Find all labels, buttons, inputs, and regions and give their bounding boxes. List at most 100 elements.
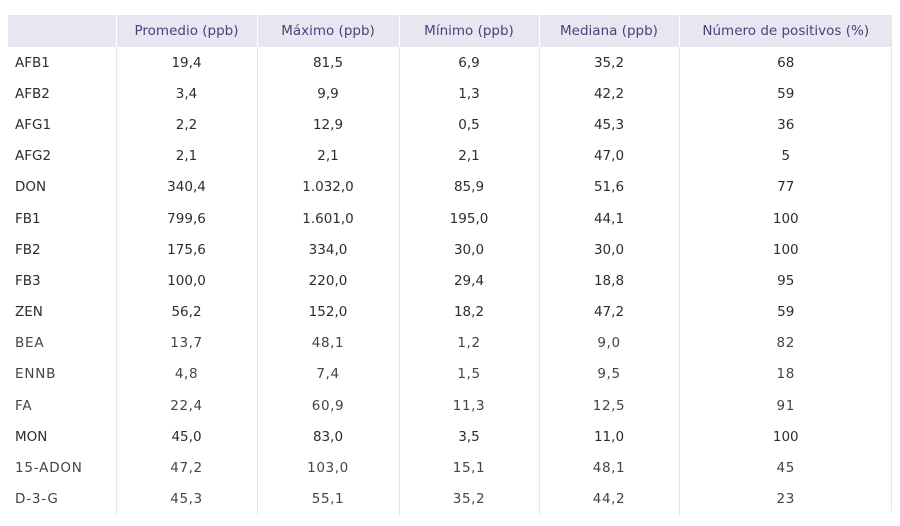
cell-positivos: 23 — [678, 483, 892, 515]
row-label: FB2 — [15, 241, 41, 258]
cell-positivos: 59 — [678, 78, 892, 110]
cell-maximo: 48,1 — [256, 327, 399, 359]
header-cell-blank — [8, 15, 116, 47]
row-label: DON — [15, 179, 47, 196]
cell-mediana: 47,0 — [538, 140, 679, 172]
cell-mediana: 18,8 — [538, 265, 679, 297]
cell-mediana: 44,1 — [538, 202, 679, 235]
table-row: MON 45,0 83,0 3,5 11,0 100 — [8, 421, 892, 453]
cell-maximo: 60,9 — [256, 390, 399, 422]
cell-positivos: 36 — [678, 109, 892, 141]
table-row: 15-ADON 47,2 103,0 15,1 48,1 45 — [8, 452, 892, 484]
cell-maximo: 103,0 — [256, 452, 399, 484]
mycotoxin-table-container: Promedio (ppb) Máximo (ppb) Mínimo (ppb)… — [8, 15, 892, 515]
table-row: AFB2 3,4 9,9 1,3 42,2 59 — [8, 78, 892, 110]
cell-mediana: 44,2 — [538, 483, 679, 515]
cell-maximo: 2,1 — [256, 140, 399, 172]
cell-promedio: 45,0 — [115, 421, 257, 453]
table-row: AFG2 2,1 2,1 2,1 47,0 5 — [8, 140, 892, 172]
row-label: MON — [15, 428, 48, 445]
cell-promedio: 175,6 — [115, 234, 257, 266]
cell-maximo: 152,0 — [256, 296, 399, 328]
cell-positivos: 82 — [678, 327, 892, 359]
row-label: AFG1 — [15, 116, 52, 133]
cell-promedio: 13,7 — [115, 327, 257, 359]
row-label: 15-ADON — [15, 460, 83, 477]
header-mediana: Mediana (ppb) — [538, 15, 679, 47]
table-row: FB2 175,6 334,0 30,0 30,0 100 — [8, 234, 892, 266]
cell-promedio: 2,2 — [115, 109, 257, 141]
row-label: FB1 — [15, 210, 41, 227]
cell-minimo: 15,1 — [398, 452, 539, 484]
cell-promedio: 47,2 — [115, 452, 257, 484]
cell-maximo: 7,4 — [256, 358, 399, 391]
table-row: BEA 13,7 48,1 1,2 9,0 82 — [8, 327, 892, 359]
cell-maximo: 83,0 — [256, 421, 399, 453]
cell-maximo: 334,0 — [256, 234, 399, 266]
cell-minimo: 18,2 — [398, 296, 539, 328]
cell-promedio: 4,8 — [115, 358, 257, 391]
cell-positivos: 68 — [678, 47, 892, 79]
table-row: AFB1 19,4 81,5 6,9 35,2 68 — [8, 47, 892, 79]
header-row: Promedio (ppb) Máximo (ppb) Mínimo (ppb)… — [8, 15, 892, 47]
cell-positivos: 95 — [678, 265, 892, 297]
cell-maximo: 9,9 — [256, 78, 399, 110]
cell-minimo: 35,2 — [398, 483, 539, 515]
cell-maximo: 55,1 — [256, 483, 399, 515]
cell-promedio: 799,6 — [115, 202, 257, 235]
cell-mediana: 51,6 — [538, 171, 679, 203]
table-row: D-3-G 45,3 55,1 35,2 44,2 23 — [8, 483, 892, 515]
table-row: FB1 799,6 1.601,0 195,0 44,1 100 — [8, 202, 892, 235]
mycotoxin-table: Promedio (ppb) Máximo (ppb) Mínimo (ppb)… — [8, 15, 892, 515]
table-body: AFB1 19,4 81,5 6,9 35,2 68 AFB2 3,4 9,9 1,3 42,2 59… — [8, 47, 892, 515]
cell-mediana: 45,3 — [538, 109, 679, 141]
cell-positivos: 100 — [678, 202, 892, 235]
table-header: Promedio (ppb) Máximo (ppb) Mínimo (ppb)… — [8, 15, 892, 47]
row-label: ZEN — [15, 304, 43, 321]
cell-minimo: 6,9 — [398, 47, 539, 79]
cell-promedio: 56,2 — [115, 296, 257, 328]
cell-minimo: 1,5 — [398, 358, 539, 391]
table-row: FA 22,4 60,9 11,3 12,5 91 — [8, 390, 892, 422]
header-maximo: Máximo (ppb) — [256, 15, 399, 47]
cell-minimo: 0,5 — [398, 109, 539, 141]
cell-mediana: 30,0 — [538, 234, 679, 266]
cell-minimo: 29,4 — [398, 265, 539, 297]
cell-positivos: 100 — [678, 234, 892, 266]
cell-mediana: 48,1 — [538, 452, 679, 484]
header-minimo: Mínimo (ppb) — [398, 15, 539, 47]
cell-minimo: 30,0 — [398, 234, 539, 266]
cell-minimo: 2,1 — [398, 140, 539, 172]
table-right-rule — [891, 15, 892, 511]
cell-promedio: 340,4 — [115, 171, 257, 203]
cell-positivos: 91 — [678, 390, 892, 422]
cell-minimo: 1,3 — [398, 78, 539, 110]
header-positivos: Número de positivos (%) — [678, 15, 892, 47]
cell-promedio: 22,4 — [115, 390, 257, 422]
cell-promedio: 45,3 — [115, 483, 257, 515]
cell-mediana: 35,2 — [538, 47, 679, 79]
cell-minimo: 85,9 — [398, 171, 539, 203]
header-promedio: Promedio (ppb) — [115, 15, 257, 47]
cell-mediana: 47,2 — [538, 296, 679, 328]
row-label: ENNB — [15, 366, 57, 383]
table-row: ZEN 56,2 152,0 18,2 47,2 59 — [8, 296, 892, 328]
table-row: ENNB 4,8 7,4 1,5 9,5 18 — [8, 358, 892, 391]
row-label: AFB2 — [15, 85, 50, 102]
cell-positivos: 59 — [678, 296, 892, 328]
cell-promedio: 2,1 — [115, 140, 257, 172]
cell-mediana: 9,0 — [538, 327, 679, 359]
row-label: D-3-G — [15, 491, 59, 508]
table-row: AFG1 2,2 12,9 0,5 45,3 36 — [8, 109, 892, 141]
row-label: AFB1 — [15, 54, 50, 71]
table-row: FB3 100,0 220,0 29,4 18,8 95 — [8, 265, 892, 297]
cell-mediana: 12,5 — [538, 390, 679, 422]
cell-positivos: 77 — [678, 171, 892, 203]
row-label: FB3 — [15, 272, 41, 289]
row-label: AFG2 — [15, 148, 52, 165]
cell-promedio: 3,4 — [115, 78, 257, 110]
cell-positivos: 100 — [678, 421, 892, 453]
cell-mediana: 42,2 — [538, 78, 679, 110]
cell-maximo: 1.601,0 — [256, 202, 399, 235]
cell-minimo: 1,2 — [398, 327, 539, 359]
